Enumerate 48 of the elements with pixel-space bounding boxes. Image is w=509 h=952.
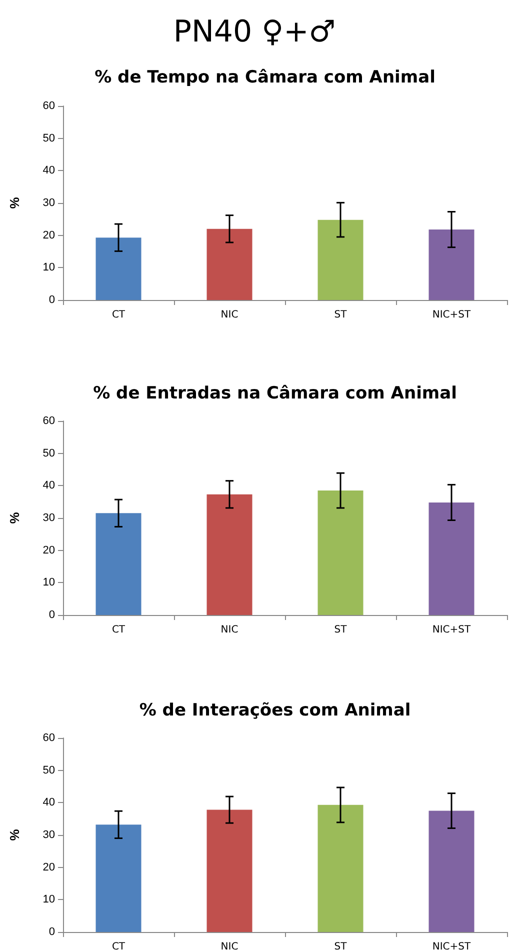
chart-title: % de Entradas na Câmara com Animal <box>93 384 457 404</box>
x-tick-label: ST <box>334 942 348 952</box>
y-tick-label: 40 <box>42 164 55 177</box>
chart-title: % de Interações com Animal <box>139 700 411 720</box>
chart-subtitle: % de Tempo na Câmara com Animal <box>94 68 436 88</box>
y-tick-label: 20 <box>42 544 55 556</box>
y-tick-label: 50 <box>42 764 55 776</box>
y-tick-label: 10 <box>42 262 55 274</box>
bar <box>96 238 142 300</box>
y-tick-label: 10 <box>42 576 55 589</box>
bar <box>318 490 364 615</box>
bar <box>428 502 474 615</box>
y-tick-label: 20 <box>42 229 55 242</box>
y-tick-label: 40 <box>42 480 55 492</box>
y-tick-label: 30 <box>42 197 55 209</box>
x-tick-label: ST <box>334 310 348 320</box>
bar <box>206 228 252 300</box>
x-tick-label: ST <box>334 624 348 636</box>
y-tick-label: 60 <box>42 100 55 112</box>
x-tick-label: NIC+ST <box>432 624 472 636</box>
y-tick-label: 30 <box>42 829 55 841</box>
y-tick-label: 20 <box>42 861 55 874</box>
x-tick-label: CT <box>112 624 126 636</box>
x-tick-label: NIC <box>220 942 238 952</box>
y-axis-title: % <box>7 196 22 209</box>
y-tick-label: 30 <box>42 512 55 524</box>
y-tick-label: 50 <box>42 447 55 460</box>
y-tick-label: 50 <box>42 132 55 144</box>
y-tick-label: 0 <box>48 294 55 306</box>
chart-title: PN40 ♀+♂ <box>173 14 336 50</box>
y-tick-label: 60 <box>42 732 55 744</box>
y-axis-title: % <box>7 828 22 841</box>
bar <box>428 230 474 300</box>
y-tick-label: 0 <box>48 926 55 938</box>
y-tick-label: 10 <box>42 894 55 906</box>
y-tick-label: 40 <box>42 796 55 809</box>
x-tick-label: CT <box>112 310 126 320</box>
bar <box>96 513 142 615</box>
y-tick-label: 0 <box>48 609 55 621</box>
bar <box>318 220 364 300</box>
x-tick-label: NIC <box>220 624 238 636</box>
y-axis-title: % <box>7 512 22 524</box>
bar <box>206 494 252 615</box>
x-tick-label: NIC <box>220 310 238 320</box>
x-tick-label: NIC+ST <box>432 942 472 952</box>
x-tick-label: NIC+ST <box>432 310 472 320</box>
y-tick-label: 60 <box>42 415 55 427</box>
x-tick-label: CT <box>112 942 126 952</box>
